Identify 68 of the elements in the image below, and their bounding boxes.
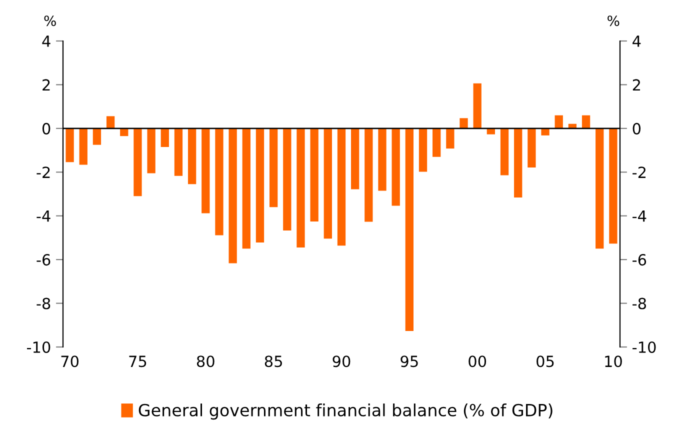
bar [378, 128, 386, 191]
y-tick-label: -4 [36, 210, 50, 222]
legend-label: General government financial balance (% of GDP) [138, 404, 552, 420]
bar [392, 128, 400, 206]
y-tick-label: -8 [36, 298, 50, 310]
bar [473, 83, 482, 128]
bar [324, 128, 332, 239]
x-tick-label: 80 [196, 356, 214, 368]
bar [147, 128, 156, 174]
bar [296, 128, 305, 248]
y-tick-label: -6 [36, 254, 50, 266]
bar [609, 128, 618, 244]
y2-tick-label: 4 [632, 36, 641, 47]
x-tick-label: 00 [468, 356, 486, 368]
bar [596, 128, 604, 249]
bar [134, 128, 142, 196]
bar [554, 115, 563, 128]
y2-tick-label: -2 [632, 166, 646, 178]
bar [174, 128, 183, 176]
bar [188, 128, 196, 184]
x-tick-label: 95 [400, 356, 418, 368]
bar [283, 128, 292, 230]
bar [310, 128, 318, 222]
bar [486, 128, 496, 134]
bar [337, 128, 346, 246]
bar [92, 128, 102, 145]
bar [500, 128, 509, 176]
bar [256, 128, 264, 243]
y2-tick-label: -6 [632, 254, 646, 266]
bar [242, 128, 250, 249]
x-tick-label: 90 [332, 356, 350, 368]
y2-tick-label: -8 [632, 298, 646, 310]
bar [418, 128, 428, 172]
bar [160, 128, 169, 148]
y-axis-title: % [44, 16, 56, 26]
bar [432, 128, 441, 157]
y2-axis-title: % [608, 16, 620, 26]
y2-tick-label: 0 [632, 122, 641, 134]
bar [202, 128, 210, 214]
x-tick-label: 75 [129, 356, 146, 368]
bar [364, 128, 373, 222]
x-tick-label: 10 [605, 356, 622, 368]
bar [66, 128, 74, 162]
bar [228, 128, 237, 264]
bar [582, 115, 590, 128]
bar [351, 128, 360, 190]
bar [446, 128, 454, 149]
bar [215, 128, 224, 236]
y-tick-label: 0 [42, 122, 50, 134]
x-tick-label: 05 [536, 356, 554, 368]
bar [460, 118, 468, 128]
bar [106, 116, 115, 128]
bar [541, 128, 550, 136]
x-tick-label: 85 [264, 356, 282, 368]
y2-tick-label: -10 [632, 341, 656, 354]
y-tick-label: 4 [42, 36, 50, 47]
bar [79, 128, 88, 165]
bar [270, 128, 278, 208]
bar [405, 128, 414, 332]
bar [528, 128, 536, 168]
y-tick-label: -2 [36, 166, 50, 178]
bar [120, 128, 128, 136]
y2-tick-label: 2 [632, 79, 640, 91]
bar [514, 128, 522, 198]
x-tick-label: 70 [61, 356, 78, 368]
y2-tick-label: -4 [632, 210, 646, 222]
y-tick-label: 2 [42, 79, 50, 91]
y-tick-label: -10 [26, 341, 50, 354]
